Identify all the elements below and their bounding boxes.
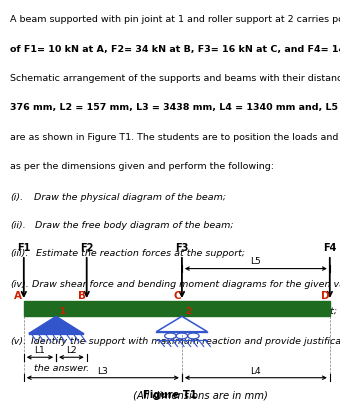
Text: Schematic arrangement of the supports and beams with their distances L1 =: Schematic arrangement of the supports an… [10, 74, 340, 83]
Text: L5: L5 [251, 257, 261, 266]
Text: D: D [321, 290, 330, 301]
Text: L3: L3 [98, 366, 108, 375]
Text: L4: L4 [251, 366, 261, 375]
Text: F3: F3 [175, 242, 189, 252]
Text: Identify the support with maximum reaction and provide justification for: Identify the support with maximum reacti… [25, 336, 340, 345]
Text: F4: F4 [323, 242, 337, 252]
Text: B: B [78, 290, 86, 301]
Text: L1: L1 [35, 345, 45, 354]
Text: Draw the free body diagram of the beam;: Draw the free body diagram of the beam; [29, 221, 234, 230]
Text: Estimate the reaction forces at the support;: Estimate the reaction forces at the supp… [33, 249, 245, 258]
Text: Figure T1: Figure T1 [143, 389, 197, 399]
Text: identify maximum shear force and maximum bending moment;: identify maximum shear force and maximum… [10, 307, 337, 315]
Text: 2: 2 [185, 306, 191, 315]
Text: F1: F1 [17, 242, 31, 252]
Text: C: C [173, 290, 181, 301]
Text: as per the dimensions given and perform the following:: as per the dimensions given and perform … [10, 162, 274, 171]
Text: (All dimensions are in mm): (All dimensions are in mm) [130, 389, 268, 399]
Text: (iv).: (iv). [10, 279, 29, 288]
Text: are as shown in Figure T1. The students are to position the loads and supports: are as shown in Figure T1. The students … [10, 132, 340, 142]
Text: (v).: (v). [10, 336, 26, 345]
Text: A: A [14, 290, 22, 301]
Text: Draw shear force and bending moment diagrams for the given values and: Draw shear force and bending moment diag… [29, 279, 340, 288]
Text: (i).: (i). [10, 192, 23, 201]
Text: of F1= 10 kN at A, F2= 34 kN at B, F3= 16 kN at C, and F4= 14 kN at D.: of F1= 10 kN at A, F2= 34 kN at B, F3= 1… [10, 45, 340, 53]
Text: A beam supported with pin joint at 1 and roller support at 2 carries point loads: A beam supported with pin joint at 1 and… [10, 15, 340, 24]
Polygon shape [29, 317, 83, 334]
Polygon shape [156, 317, 207, 332]
Text: (ii).: (ii). [10, 221, 26, 230]
Text: F2: F2 [80, 242, 94, 252]
Text: 376 mm, L2 = 157 mm, L3 = 3438 mm, L4 = 1340 mm and, L5 = 1821 mm: 376 mm, L2 = 157 mm, L3 = 3438 mm, L4 = … [10, 103, 340, 112]
Text: 1: 1 [59, 306, 66, 315]
Text: (iii).: (iii). [10, 249, 29, 258]
Bar [24, 301, 330, 317]
Text: Draw the physical diagram of the beam;: Draw the physical diagram of the beam; [25, 192, 226, 201]
Text: the answer.: the answer. [10, 363, 89, 372]
Text: L2: L2 [66, 345, 77, 354]
